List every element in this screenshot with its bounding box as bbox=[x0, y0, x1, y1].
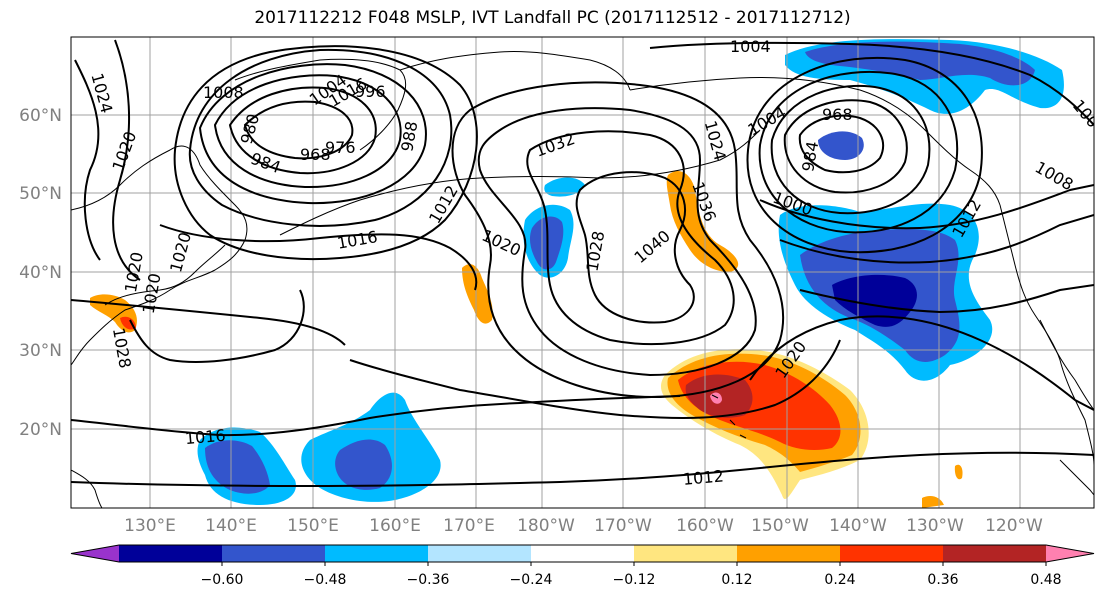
isobar-1036-high bbox=[526, 130, 735, 346]
isobar-west-low-5 bbox=[188, 48, 453, 227]
isobar-1032-high-outer bbox=[477, 107, 757, 377]
isobar-label: 976 bbox=[325, 138, 356, 157]
isobar-label: 1008 bbox=[203, 83, 244, 102]
lon-label: 130°W bbox=[906, 516, 964, 536]
ivt-positive-japan-red bbox=[120, 316, 136, 330]
lon-label: 120°W bbox=[985, 516, 1043, 536]
lon-label: 160°E bbox=[369, 516, 421, 536]
coast-alaska bbox=[629, 77, 1001, 206]
isobar-1040-high bbox=[575, 171, 695, 324]
coast-kamchatka bbox=[234, 58, 407, 151]
ivt-negative-central-small bbox=[544, 177, 585, 197]
lon-label: 140°E bbox=[205, 516, 257, 536]
isobar-east-low-1 bbox=[798, 114, 885, 174]
isobar-label: 1004 bbox=[730, 37, 771, 56]
isobar-west-low-4 bbox=[198, 63, 427, 205]
lon-label: 180°W bbox=[517, 516, 575, 536]
isobar-1020-high bbox=[349, 339, 841, 419]
lon-label: 150°E bbox=[287, 516, 339, 536]
colorbar-bin bbox=[634, 545, 738, 562]
isobar-label: 996 bbox=[355, 82, 386, 101]
isobar-1012-tropics bbox=[71, 451, 1094, 488]
map-frame bbox=[70, 36, 1095, 509]
ivt-negative-tropics-west-inner bbox=[205, 440, 270, 494]
isobar-1012-east bbox=[779, 214, 1094, 264]
isobar-east-low-5 bbox=[746, 56, 983, 254]
coast-japan bbox=[104, 244, 226, 306]
isobar-label: 968 bbox=[300, 145, 331, 164]
isobar-west-low-3 bbox=[213, 74, 402, 189]
colorbar-outline bbox=[70, 544, 1095, 563]
lat-label: 20°N bbox=[19, 420, 62, 440]
lat-label: 50°N bbox=[19, 184, 62, 204]
ivt-negative-gulf-small bbox=[818, 131, 864, 160]
ivt-negative-tropics-mid-inner bbox=[335, 439, 392, 490]
coast-siberia bbox=[399, 51, 631, 91]
colorbar-extend-high bbox=[1046, 545, 1094, 562]
colorbar-bin bbox=[840, 545, 944, 562]
isobar-west-low-1 bbox=[243, 100, 354, 160]
colorbar-tick-label: −0.36 bbox=[407, 572, 450, 588]
lon-label: 170°W bbox=[594, 516, 652, 536]
colorbar-bin bbox=[325, 545, 429, 562]
colorbar-tick-label: −0.12 bbox=[613, 572, 656, 588]
colorbar-tick-label: 0.36 bbox=[927, 572, 958, 588]
coast-north-america bbox=[999, 204, 1094, 466]
colorbar-tick-label: 0.24 bbox=[824, 572, 855, 588]
map-title: 2017112212 F048 MSLP, IVT Landfall PC (2… bbox=[254, 8, 851, 28]
isobar-1008-east bbox=[759, 184, 1094, 230]
colorbar: −0.60 −0.48 −0.36 −0.24 −0.12 0.12 0.24 0.36 0.4… bbox=[70, 544, 1095, 588]
colorbar-tick-label: −0.60 bbox=[201, 572, 244, 588]
colorbar-tick-label: 0.48 bbox=[1030, 572, 1061, 588]
isobar-east-low-3 bbox=[770, 84, 931, 215]
colorbar-bin bbox=[737, 545, 841, 562]
colorbar-tick-label: −0.24 bbox=[510, 572, 553, 588]
isobar-1020-east bbox=[749, 315, 1094, 411]
colorbar-bin bbox=[428, 545, 532, 562]
ivt-positive-north bbox=[666, 170, 739, 272]
coast-central-america bbox=[1059, 459, 1094, 496]
isobar-1020-kuroshio bbox=[71, 299, 346, 346]
isobar-1024-west bbox=[74, 59, 101, 261]
colorbar-bin bbox=[119, 545, 223, 562]
isobar-1012-west bbox=[173, 45, 478, 261]
isobar-1016-tropics bbox=[71, 395, 681, 437]
isobar-1016-west bbox=[159, 224, 478, 291]
lat-label: 60°N bbox=[19, 106, 62, 126]
isobar-1020-west bbox=[112, 39, 141, 281]
colorbar-bin bbox=[531, 545, 635, 562]
longitude-labels: 130°E 140°E 150°E 160°E 170°E 180°W 170°… bbox=[124, 516, 1043, 536]
lon-label: 160°W bbox=[676, 516, 734, 536]
lon-label: 130°E bbox=[124, 516, 176, 536]
coast-hawaii bbox=[711, 394, 747, 439]
isobar-west-low-2 bbox=[228, 86, 377, 175]
isobar-label: 968 bbox=[822, 105, 853, 124]
isobar-label: 1012 bbox=[682, 466, 724, 488]
colorbar-bin bbox=[222, 545, 326, 562]
ivt-positive-small-2 bbox=[954, 464, 963, 480]
colorbar-extend-low bbox=[71, 545, 119, 562]
colorbar-tick-label: −0.48 bbox=[304, 572, 347, 588]
isobar-1004-east bbox=[649, 41, 1094, 126]
lon-label: 170°E bbox=[443, 516, 495, 536]
colorbar-tick-label: 0.12 bbox=[721, 572, 752, 588]
isobar-label: 1016 bbox=[184, 426, 226, 448]
colorbar-bin bbox=[943, 545, 1047, 562]
isobar-1016-east bbox=[799, 284, 1094, 314]
coast-baja bbox=[1039, 319, 1094, 411]
ivt-negative-coast-core bbox=[832, 274, 917, 327]
isobar-east-low-4 bbox=[758, 70, 959, 234]
isobars bbox=[71, 39, 1094, 488]
coast-aleutians bbox=[279, 129, 761, 236]
lon-label: 140°W bbox=[829, 516, 887, 536]
lon-label: 150°W bbox=[751, 516, 809, 536]
lat-label: 40°N bbox=[19, 263, 62, 283]
coast-philippines bbox=[71, 469, 103, 508]
isobar-east-low-2 bbox=[783, 99, 908, 194]
ivt-shading bbox=[90, 39, 1064, 508]
ivt-positive-central bbox=[462, 264, 493, 324]
latitude-labels: 60°N 50°N 40°N 30°N 20°N bbox=[19, 106, 62, 440]
lat-label: 30°N bbox=[19, 341, 62, 361]
